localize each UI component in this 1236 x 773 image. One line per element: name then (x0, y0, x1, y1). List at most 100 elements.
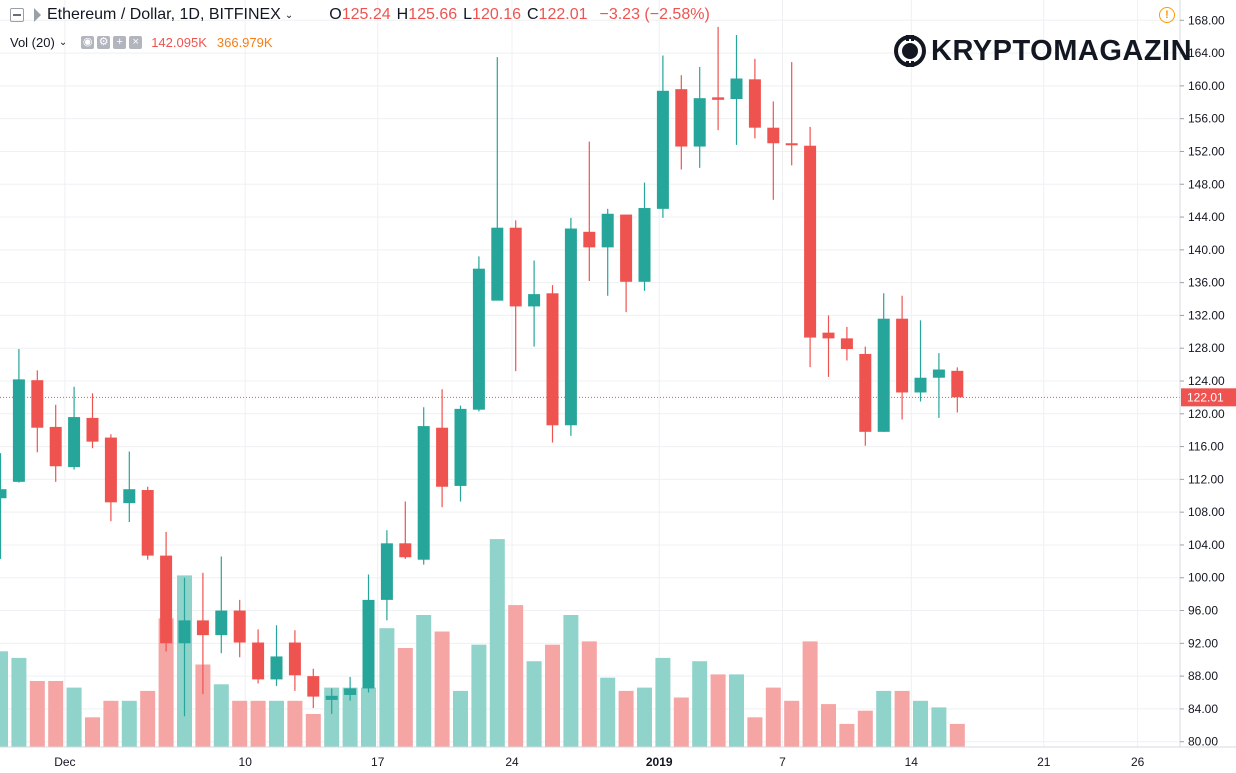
time-tick-label: 24 (505, 755, 519, 769)
candle-body (601, 213, 614, 248)
candle-body (31, 380, 44, 428)
time-tick-label: 17 (371, 755, 385, 769)
volume-bar (269, 700, 284, 747)
warning-icon[interactable]: ! (1159, 7, 1175, 23)
price-tick-label: 116.00 (1188, 440, 1224, 454)
candle-body (785, 143, 798, 146)
candle-body (638, 208, 651, 282)
last-price-badge (1181, 388, 1236, 407)
volume-bar (140, 690, 156, 747)
candle-body (509, 227, 522, 307)
volume-bar (581, 641, 597, 747)
symbol-flag-icon (34, 8, 41, 22)
logo-text: KRYPTOMAGAZIN (931, 34, 1193, 67)
volume-bar (526, 661, 542, 747)
price-tick-label: 144.00 (1188, 210, 1225, 224)
price-tick-label: 120.00 (1188, 407, 1225, 421)
price-axis[interactable]: 80.00 84.00 88.00 92.00 96.00 100.00 104.00 108… (1179, 0, 1236, 749)
volume-bar (673, 697, 689, 747)
volume-bar (85, 717, 100, 747)
price-tick-label: 140.00 (1188, 243, 1225, 257)
volume-bar (655, 657, 671, 747)
candle-body (620, 214, 633, 282)
candle-body (123, 489, 136, 504)
volume-bar (471, 644, 487, 747)
candle-body (583, 231, 596, 248)
volume-bar (802, 641, 818, 747)
candle-body (362, 599, 375, 689)
bitcoin-logo-icon (894, 35, 926, 67)
volume-chevron-down-icon[interactable]: ⌄ (58, 37, 68, 48)
eye-icon[interactable]: ◉ (81, 36, 95, 49)
close-icon[interactable]: × (129, 36, 143, 49)
candle-body (877, 318, 890, 432)
candlesticks (0, 26, 964, 717)
candle-body (896, 318, 909, 393)
volume-bar (232, 700, 248, 747)
candle-body (675, 89, 688, 147)
volume-bar (453, 690, 468, 747)
price-tick-label: 148.00 (1188, 177, 1225, 191)
volume-bar (747, 717, 763, 747)
price-tick-label: 156.00 (1188, 112, 1225, 126)
time-tick-label: 21 (1037, 755, 1051, 769)
price-tick-label: 168.00 (1188, 13, 1225, 27)
kryptomagazin-logo: KRYPTOMAGAZIN (893, 34, 1192, 68)
volume-bar (913, 700, 928, 747)
volume-bar (876, 690, 892, 747)
candle-body (104, 437, 117, 503)
volume-bar (931, 707, 947, 747)
symbol-title[interactable]: Ethereum / Dollar, 1D, BITFINEX (47, 6, 281, 23)
volume-bar (305, 714, 321, 747)
candle-body (804, 145, 817, 338)
candle-body (380, 543, 393, 600)
time-tick-label: 14 (905, 755, 919, 769)
collapse-legend-icon[interactable] (10, 8, 24, 22)
open-value: 125.24 (341, 6, 391, 23)
chevron-down-icon[interactable]: ⌄ (284, 9, 294, 21)
candle-body (840, 338, 853, 350)
low-label: L (463, 6, 473, 23)
candle-body (546, 293, 559, 426)
settings-icon[interactable]: ⚙ (97, 36, 111, 49)
candle-body (491, 227, 504, 301)
volume-bar (397, 648, 413, 747)
candle-body (233, 610, 246, 643)
volume-bar (29, 681, 45, 747)
volume-bar (784, 700, 800, 747)
time-tick-label: 2019 (646, 755, 673, 769)
chart-grid (0, 0, 1180, 747)
volume-bar (361, 687, 376, 747)
candle-body (288, 642, 301, 676)
candle-body (417, 426, 430, 560)
candle-body (656, 90, 669, 209)
price-tick-label: 80.00 (1188, 735, 1218, 749)
volume-bar (839, 723, 855, 747)
price-tick-label: 104.00 (1188, 538, 1225, 552)
candle-body (307, 676, 320, 697)
candle-body (325, 695, 338, 700)
volume-bar (637, 687, 652, 747)
candle-body (178, 620, 191, 644)
candle-body (914, 377, 927, 393)
volume-bar (618, 690, 634, 747)
volume-indicator-title[interactable]: Vol (20) (10, 35, 55, 50)
volume-bar (121, 700, 137, 747)
price-tick-label: 92.00 (1188, 636, 1218, 650)
time-axis[interactable]: Dec 10 17 24 2019 7 14 21 26 (0, 746, 1236, 769)
price-tick-label: 152.00 (1188, 144, 1225, 158)
volume-bar (11, 657, 27, 747)
candle-body (344, 688, 357, 695)
time-tick-label: 26 (1131, 755, 1145, 769)
close-label: C (526, 6, 539, 23)
candle-body (141, 490, 154, 556)
candle-body (399, 543, 412, 558)
candle-body (196, 620, 209, 636)
plus-icon[interactable]: + (113, 36, 127, 49)
volume-bar (821, 704, 836, 747)
candle-body (270, 656, 283, 680)
volume-bar (729, 674, 744, 747)
volume-legend: Vol (20) ⌄ ◉ ⚙ + × 142.095K 366.979K (10, 35, 273, 50)
symbol-legend: Ethereum / Dollar, 1D, BITFINEX ⌄ O 125.2… (10, 6, 710, 24)
